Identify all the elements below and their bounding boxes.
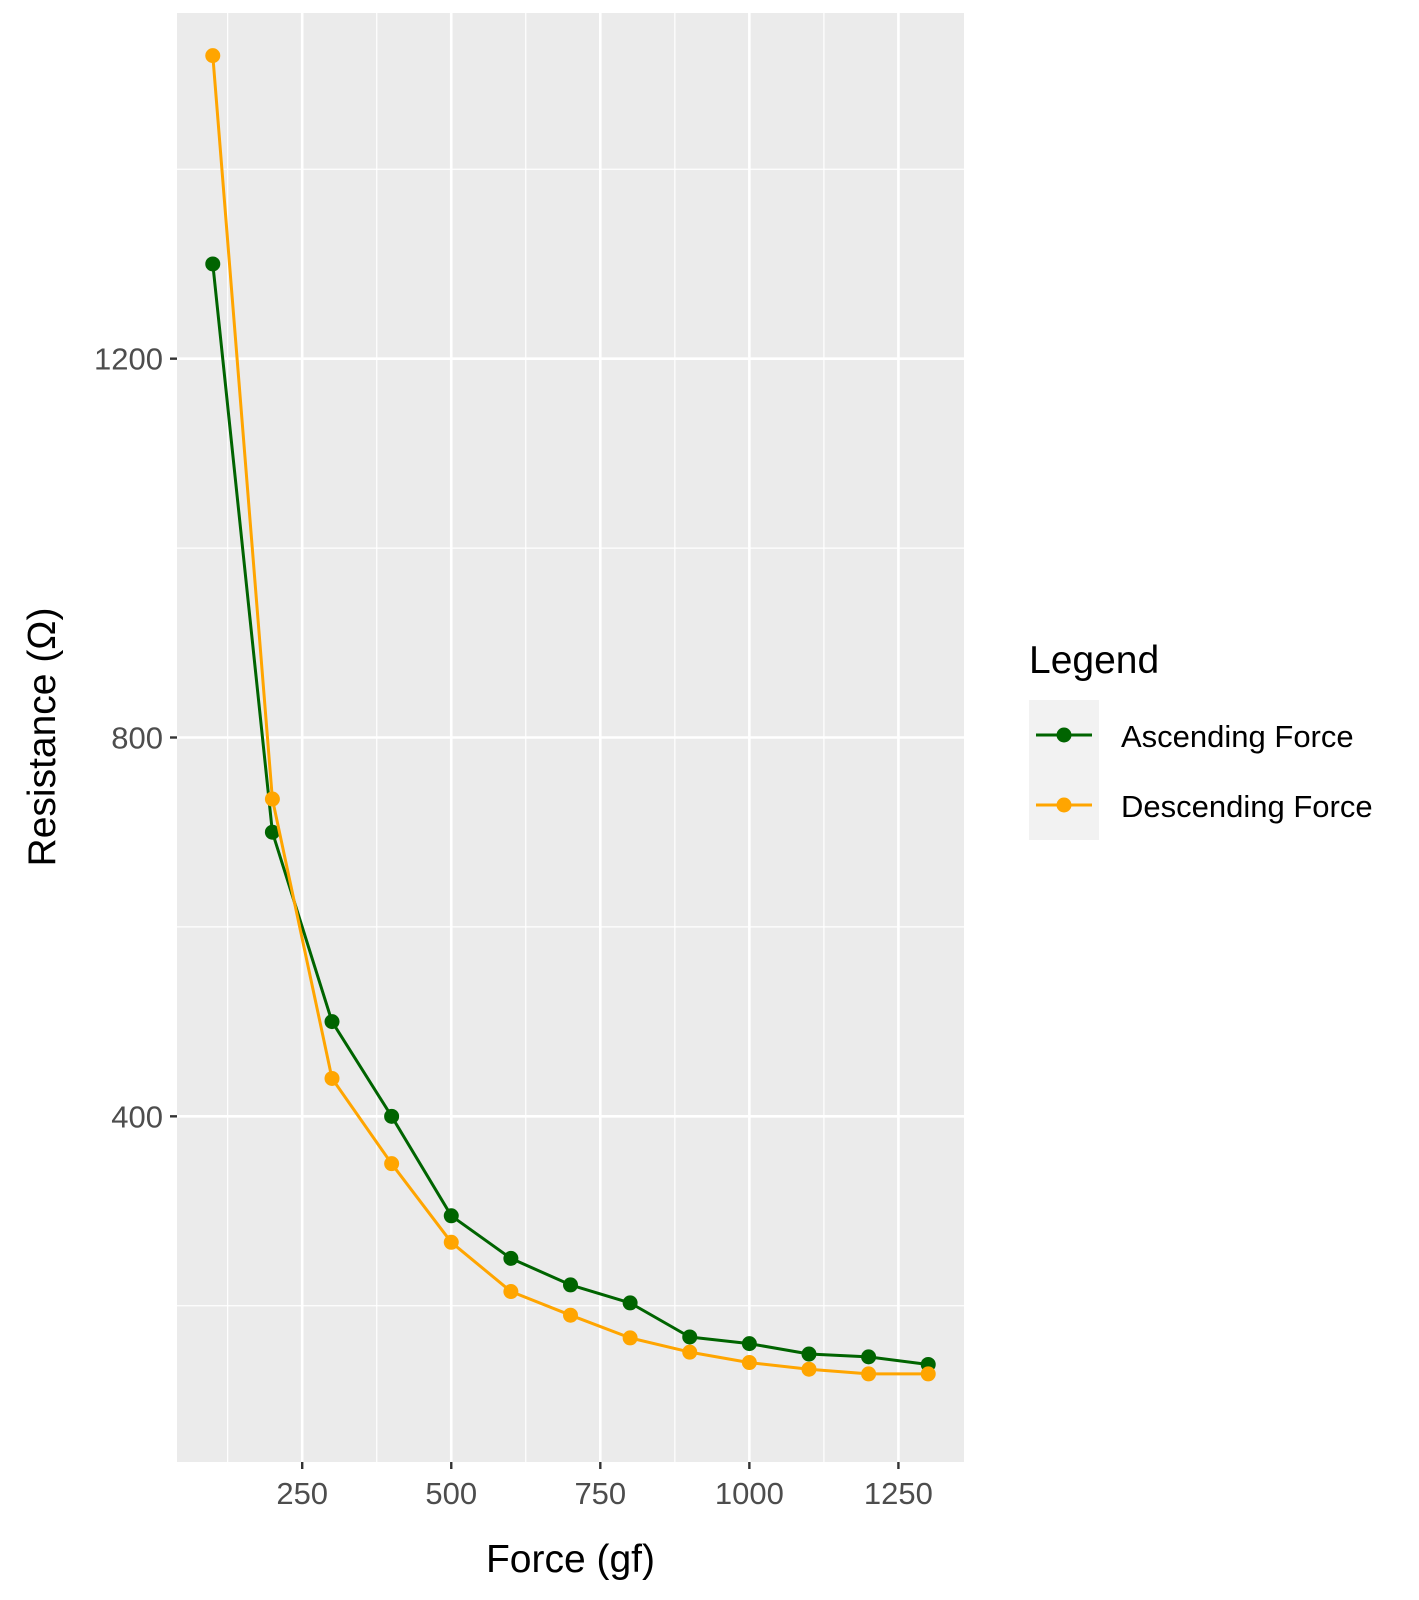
data-point-ascending-force <box>324 1014 340 1030</box>
data-point-descending-force <box>920 1366 936 1382</box>
data-point-ascending-force <box>801 1346 817 1362</box>
data-point-ascending-force <box>861 1349 877 1365</box>
data-point-ascending-force <box>264 824 280 840</box>
y-axis-title: Resistance (Ω) <box>21 608 64 867</box>
x-tick-label: 750 <box>574 1476 626 1511</box>
data-point-descending-force <box>563 1307 578 1323</box>
legend: Legend Ascending Force Descending Force <box>1029 639 1373 840</box>
data-point-descending-force <box>324 1070 340 1086</box>
data-point-ascending-force <box>682 1329 698 1345</box>
legend-key-point-descending <box>1056 797 1072 813</box>
x-tick-label: 1250 <box>864 1476 933 1511</box>
x-tick-label: 1000 <box>715 1476 784 1511</box>
data-point-ascending-force <box>384 1108 400 1124</box>
data-point-ascending-force <box>443 1208 459 1224</box>
data-point-ascending-force <box>741 1336 757 1352</box>
legend-title: Legend <box>1029 639 1159 682</box>
data-point-descending-force <box>443 1234 459 1250</box>
data-point-descending-force <box>384 1156 400 1172</box>
x-tick-label: 250 <box>276 1476 328 1511</box>
data-point-ascending-force <box>563 1277 578 1293</box>
data-point-descending-force <box>622 1330 638 1346</box>
data-point-descending-force <box>682 1344 698 1360</box>
legend-key-background <box>1029 700 1099 840</box>
data-point-descending-force <box>801 1361 817 1377</box>
data-point-descending-force <box>205 48 221 64</box>
legend-label-ascending: Ascending Force <box>1121 719 1354 754</box>
data-point-ascending-force <box>622 1295 638 1311</box>
y-tick-label: 1200 <box>94 342 163 377</box>
legend-key-point-ascending <box>1056 727 1072 743</box>
data-point-descending-force <box>861 1366 877 1382</box>
data-point-ascending-force <box>503 1250 519 1266</box>
legend-label-descending: Descending Force <box>1121 789 1373 824</box>
data-point-descending-force <box>741 1355 757 1371</box>
x-tick-label: 500 <box>425 1476 477 1511</box>
series-layer <box>205 48 936 1382</box>
data-point-descending-force <box>264 791 280 807</box>
data-point-ascending-force <box>205 256 221 272</box>
y-tick-label: 800 <box>111 721 163 756</box>
x-axis-title: Force (gf) <box>486 1538 655 1581</box>
axis-ticks: 250 500 750 1000 1250 400 800 1200 <box>94 342 933 1511</box>
y-tick-label: 400 <box>111 1099 163 1134</box>
data-point-descending-force <box>503 1284 519 1300</box>
